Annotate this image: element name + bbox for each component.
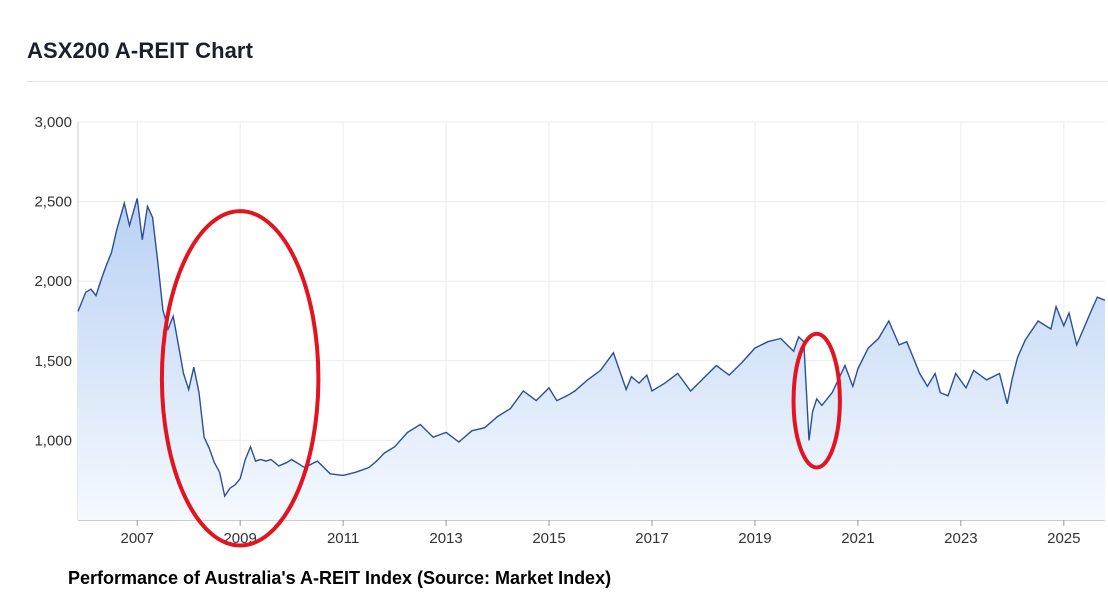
x-tick-label: 2023 <box>944 530 977 547</box>
annotation-circle <box>791 331 842 470</box>
x-tick-label: 2007 <box>121 530 154 547</box>
x-tick-label: 2019 <box>738 530 771 547</box>
x-tick-label: 2017 <box>635 530 668 547</box>
x-tick-label: 2021 <box>841 530 874 547</box>
y-tick-label: 1,500 <box>34 353 72 370</box>
grid <box>78 121 1105 520</box>
x-tick-label: 2015 <box>532 530 565 547</box>
annotation-circle <box>159 209 321 548</box>
chart-title: ASX200 A-REIT Chart <box>27 38 254 63</box>
y-tick-label: 3,000 <box>34 114 72 131</box>
title-divider <box>27 81 1108 82</box>
figure-caption: Performance of Australia's A-REIT Index … <box>68 568 612 588</box>
y-tick-label: 2,000 <box>34 273 72 290</box>
series-line <box>77 198 1106 498</box>
x-tick-label: 2025 <box>1047 530 1080 547</box>
series-area <box>78 198 1105 520</box>
x-tick-label: 2013 <box>429 530 462 547</box>
annotations <box>159 209 842 548</box>
y-tick-label: 1,000 <box>34 432 72 449</box>
y-tick-label: 2,500 <box>34 194 72 211</box>
x-tick-label: 2011 <box>327 530 359 547</box>
